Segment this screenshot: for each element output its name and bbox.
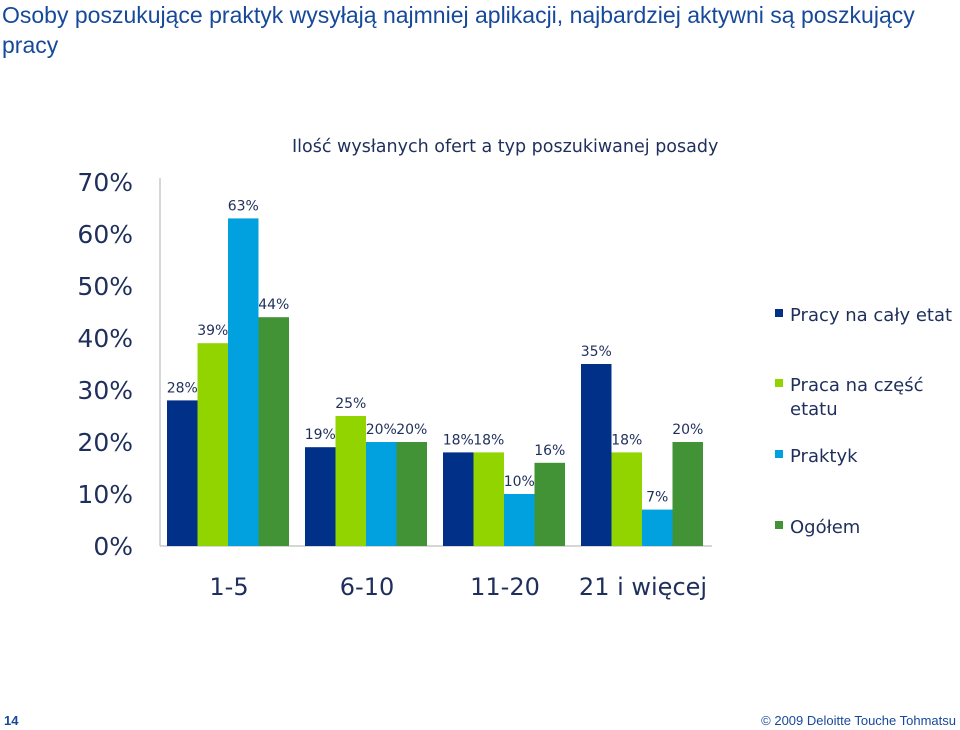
data-label: 19% xyxy=(305,427,336,443)
bar xyxy=(366,442,397,546)
legend-label: Praca na część etatu xyxy=(790,375,923,420)
data-label: 63% xyxy=(228,198,259,214)
slide-title: Osoby poszukujące praktyk wysyłają najmn… xyxy=(2,2,915,58)
legend-label: Praktyk xyxy=(790,446,858,467)
data-label: 10% xyxy=(504,474,535,490)
chart-bars: 28%39%63%44%19%25%20% 20%18% 18%10%16%35%1… xyxy=(167,198,703,546)
bar xyxy=(473,452,504,546)
data-label: 20% xyxy=(366,422,397,438)
y-tick-label: 0% xyxy=(93,532,133,561)
y-tick-label: 70% xyxy=(77,168,133,197)
data-label: 20% xyxy=(396,422,427,438)
legend-swatch xyxy=(775,379,783,387)
data-label: 25% xyxy=(335,396,366,412)
x-tick-label: 21 i więcej xyxy=(579,573,707,601)
chart-legend: Pracy na cały etat Praca na część etatu Pra… xyxy=(775,305,952,538)
data-label: 18% xyxy=(443,432,474,448)
data-label: 16% xyxy=(534,443,565,459)
copyright-notice: © 2009 Deloitte Touche Tohmatsu xyxy=(761,713,956,728)
bar xyxy=(443,452,474,546)
y-tick-label: 50% xyxy=(77,272,133,301)
data-label: 7% xyxy=(646,490,668,506)
bar xyxy=(335,416,366,546)
data-label: 44% xyxy=(258,297,289,313)
bar xyxy=(642,509,673,546)
bar xyxy=(396,442,427,546)
data-label: 18% xyxy=(473,432,504,448)
y-tick-label: 60% xyxy=(77,220,133,249)
bar xyxy=(197,343,228,546)
chart-title: Ilość wysłanych ofert a typ poszukiwanej… xyxy=(292,137,718,157)
data-label: 35% xyxy=(581,344,612,360)
x-tick-label: 1-5 xyxy=(209,573,248,601)
bar xyxy=(672,442,703,546)
y-tick-label: 40% xyxy=(77,324,133,353)
legend-swatch xyxy=(775,450,783,458)
legend-swatch xyxy=(775,521,783,529)
y-tick-label: 30% xyxy=(77,376,133,405)
legend-swatch xyxy=(775,309,783,317)
x-tick-label: 6-10 xyxy=(340,573,394,601)
bar xyxy=(258,317,289,546)
bar xyxy=(305,447,336,546)
data-label: 20% xyxy=(672,422,703,438)
bar xyxy=(581,364,612,546)
chart-axes: 0% 10% 20% 30% 40% 50% 60% 70% 1-5 6-10 11-20 21 i … xyxy=(77,168,712,601)
data-label: 39% xyxy=(197,323,228,339)
bar xyxy=(167,400,198,546)
y-tick-label: 20% xyxy=(77,428,133,457)
legend-label: Ogółem xyxy=(790,517,860,538)
bar xyxy=(611,452,642,546)
x-tick-label: 11-20 xyxy=(470,573,540,601)
y-tick-label: 10% xyxy=(77,480,133,509)
legend-label: Pracy na cały etat xyxy=(790,305,952,326)
page-number: 14 xyxy=(4,713,19,728)
data-label: 18% xyxy=(611,432,642,448)
data-label: 28% xyxy=(167,380,198,396)
bar xyxy=(228,218,259,546)
bar xyxy=(534,462,565,546)
bar xyxy=(504,494,535,546)
